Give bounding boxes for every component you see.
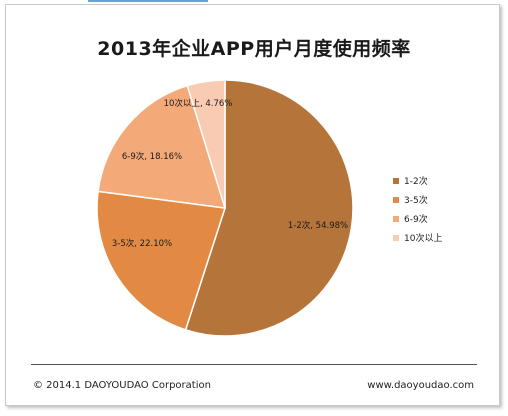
chart-legend: 1-2次 3-5次 6-9次 10次以上 bbox=[393, 171, 442, 247]
legend-label: 3-5次 bbox=[404, 196, 428, 206]
chart-title: 2013年企业APP用户月度使用频率 bbox=[97, 38, 411, 60]
pie-slice-4 bbox=[186, 79, 226, 209]
legend-label: 6-9次 bbox=[404, 215, 428, 225]
data-label-1: 1-2次, 54.98% bbox=[288, 220, 348, 231]
legend-label: 10次以上 bbox=[404, 234, 443, 244]
legend-item-4: 10次以上 bbox=[393, 228, 442, 247]
footer-divider bbox=[31, 364, 477, 365]
top-accent-bar bbox=[88, 0, 208, 2]
pie-slice-3 bbox=[97, 84, 227, 209]
legend-item-2: 3-5次 bbox=[393, 190, 442, 209]
legend-swatch bbox=[393, 215, 399, 222]
pie-slice-2 bbox=[96, 190, 226, 331]
data-label-2: 3-5次, 22.10% bbox=[112, 238, 172, 249]
pie-slice-1 bbox=[184, 79, 354, 337]
data-label-4: 10次以上, 4.76% bbox=[164, 98, 233, 109]
legend-swatch bbox=[393, 234, 399, 241]
legend-item-3: 6-9次 bbox=[393, 209, 442, 228]
website-link[interactable]: www.daoyoudao.com bbox=[367, 380, 474, 391]
legend-swatch bbox=[393, 196, 399, 203]
data-label-3: 6-9次, 18.16% bbox=[122, 151, 182, 162]
copyright-text: © 2014.1 DAOYOUDAO Corporation bbox=[33, 380, 211, 391]
legend-label: 1-2次 bbox=[404, 177, 428, 187]
legend-item-1: 1-2次 bbox=[393, 171, 442, 190]
legend-swatch bbox=[393, 177, 399, 184]
